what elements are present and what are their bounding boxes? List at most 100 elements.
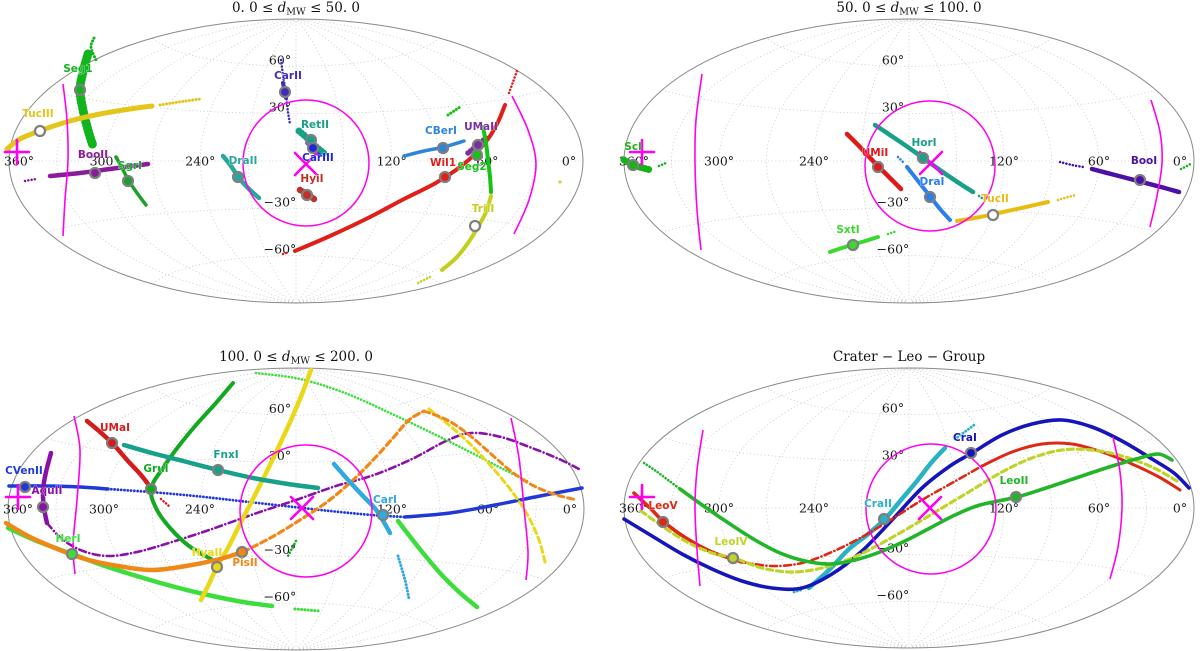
SxtI-marker	[846, 238, 860, 252]
orbital-plane-line	[694, 429, 704, 587]
orbit-stream	[159, 497, 172, 509]
edge-plus-marker	[628, 138, 656, 166]
lmc-region-circle	[239, 444, 373, 578]
AquII-marker	[36, 500, 50, 514]
orbit-stream	[89, 36, 98, 62]
SxtI-label: SxtI	[836, 224, 859, 236]
graticule-parallel	[47, 89, 545, 115]
orbit-stream	[1056, 193, 1078, 202]
SgrI-marker	[121, 174, 135, 188]
HyaII-label: HyaII	[192, 547, 223, 559]
orbit-stream	[622, 418, 1191, 592]
orbit-stream	[148, 381, 235, 561]
orbit-stream	[281, 250, 291, 256]
CraII-marker	[877, 512, 891, 526]
orbit-stream	[507, 69, 519, 95]
lat-tick-label: −30°	[877, 194, 910, 209]
TucII-marker	[986, 208, 1000, 222]
center-x-marker	[917, 495, 943, 521]
lat-tick-label: −30°	[264, 542, 297, 557]
panel-title: Crater − Leo − Group	[833, 349, 985, 365]
CraI-marker	[964, 446, 978, 460]
GruI-marker	[144, 482, 158, 496]
orbit-stream	[440, 194, 493, 272]
orbit-stream	[953, 423, 976, 441]
orbit-stream	[1179, 161, 1194, 171]
lat-tick-label: −60°	[264, 242, 297, 257]
orbit-stream	[45, 431, 581, 558]
orbit-stream	[286, 539, 298, 558]
TucII-label: TucII	[981, 193, 1009, 205]
TriII-marker	[468, 219, 482, 233]
lat-tick-label: −30°	[264, 194, 297, 209]
TucIII-label: TucIII	[22, 108, 53, 120]
orbit-stream	[1058, 160, 1085, 169]
LeoIV-marker	[726, 551, 740, 565]
orbit-stream	[844, 131, 904, 192]
graticule-parallel	[662, 437, 1156, 462]
graticule-parallel	[152, 255, 440, 285]
DraI-label: DraI	[920, 176, 945, 188]
map-outline	[7, 367, 585, 651]
HerI-marker	[65, 547, 79, 561]
orbit-stream	[886, 229, 899, 236]
Seg2-label: Seg2	[457, 161, 487, 173]
BooII-label: BooII	[78, 149, 108, 161]
orbit-stream	[254, 371, 531, 484]
graticule-parallel	[662, 554, 1156, 579]
orbit-stream	[3, 520, 246, 573]
UMiI-marker	[871, 160, 885, 174]
graticule-meridian	[813, 18, 910, 304]
graticule-parallel	[662, 207, 1156, 233]
lon-tick-label: 240°	[799, 501, 829, 516]
DraII-marker	[231, 170, 245, 184]
panel-p4: 360° 300° 240° 120° 60° 0°60°30°−30°−60°Crate…	[619, 349, 1195, 649]
RetII-label: RetII	[301, 119, 329, 131]
orbit-stream	[40, 450, 54, 526]
CBerI-label: CBerI	[425, 125, 457, 137]
panel-title: 100. 0 ≤ dMW ≤ 200. 0	[219, 349, 373, 367]
Wil1-marker	[438, 170, 452, 184]
orbit-stream	[293, 607, 322, 613]
graticule-parallel	[151, 602, 441, 632]
orbital-plane-line	[1109, 436, 1123, 580]
PisII-label: PisII	[232, 557, 257, 569]
orbit-stream	[558, 180, 563, 186]
SgrI-label: SgrI	[118, 160, 142, 172]
center-x-marker	[289, 495, 315, 521]
map-outline	[8, 18, 584, 304]
FnxI-marker	[211, 463, 225, 477]
CarI-marker	[376, 508, 390, 522]
orbit-stream	[4, 103, 155, 152]
CVenII-label: CVenII	[5, 465, 43, 477]
lmc-region-circle	[865, 443, 997, 575]
orbital-plane-line	[694, 73, 703, 251]
graticule-meridian	[56, 18, 297, 304]
graticule-meridian	[103, 367, 297, 651]
Seg1-marker	[73, 83, 87, 97]
orbit-stream	[23, 177, 38, 183]
graticule-meridian	[766, 367, 910, 649]
lon-tick-label: 300°	[90, 154, 120, 169]
orbit-stream	[955, 200, 1050, 223]
HyiI-label: HyiI	[300, 173, 323, 185]
graticule-meridian	[861, 367, 910, 649]
orbit-stream	[639, 447, 1179, 574]
LeoV-label: LeoV	[648, 500, 678, 512]
graticule-parallel	[47, 207, 545, 233]
lmc-region-circle	[242, 99, 370, 227]
orbit-stream	[792, 588, 803, 594]
orbit-stream	[75, 49, 98, 151]
UMaII-marker	[471, 138, 485, 152]
graticule-meridian	[295, 367, 489, 651]
DraI-marker	[923, 190, 937, 204]
LeoII-marker	[1009, 490, 1023, 504]
orbit-stream	[427, 407, 547, 564]
orbital-plane-line	[1149, 99, 1163, 228]
CarIII-marker	[306, 141, 320, 155]
TucIII-marker	[33, 124, 47, 138]
graticule-meridian	[295, 18, 536, 304]
graticule-parallel	[766, 386, 1052, 416]
